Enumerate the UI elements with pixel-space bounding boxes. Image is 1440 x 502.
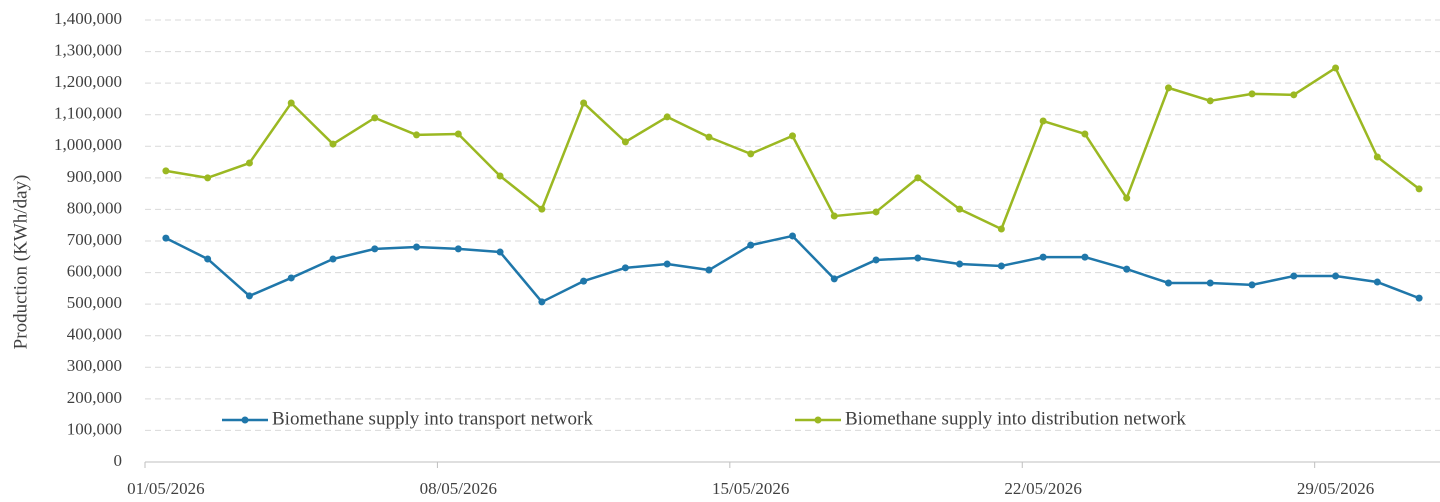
x-tick-label: 01/05/2026 [127,479,204,498]
point [287,99,295,107]
point [789,232,796,240]
y-tick-label: 1,300,000 [54,40,122,59]
point [1373,278,1381,286]
point [204,255,212,263]
y-tick-label: 400,000 [67,325,122,344]
point [872,256,880,264]
point [997,225,1005,233]
point [580,99,588,107]
point [371,245,379,253]
legend-marker [814,416,822,424]
point [1081,253,1089,261]
point [1206,279,1214,287]
x-tick-label: 15/05/2026 [712,479,789,498]
point [956,260,964,268]
series-line [165,66,1420,231]
point [1039,117,1047,125]
point [329,255,337,263]
point [747,150,755,158]
point [287,274,295,282]
point [496,172,504,180]
point [872,208,880,216]
y-tick-label: 300,000 [67,356,122,375]
point [1248,281,1256,289]
point [789,132,796,140]
point [1332,64,1340,72]
y-tick-label: 700,000 [67,230,122,249]
point [663,260,671,268]
y-tick-label: 1,200,000 [54,72,122,91]
point [1123,265,1131,273]
y-axis-label: Production (KWh/day) [10,175,31,350]
x-tick-label: 22/05/2026 [1004,479,1081,498]
x-tick-label: 08/05/2026 [420,479,497,498]
y-tick-label: 100,000 [67,419,122,438]
point [747,241,755,249]
y-tick-label: 1,100,000 [54,104,122,123]
point [621,138,629,146]
point [454,130,462,138]
point [1164,84,1172,92]
point [371,114,379,122]
x-tick-label: 29/05/2026 [1297,479,1374,498]
point [705,133,713,141]
point [956,205,964,213]
y-tick-label: 800,000 [67,198,122,217]
legend-label: Biomethane supply into distribution netw… [845,408,1186,429]
point [830,275,838,283]
point [914,174,922,182]
point [1332,272,1340,280]
point [245,292,253,300]
point [204,174,212,182]
point [1123,194,1131,202]
point [162,234,170,242]
point [1206,97,1214,105]
point [413,131,421,139]
point [1415,185,1423,193]
point [413,243,421,251]
point [997,262,1005,270]
point [830,212,838,220]
legend-marker [241,416,249,424]
y-tick-label: 0 [114,451,123,470]
y-tick-label: 600,000 [67,261,122,280]
point [1290,272,1298,280]
point [245,159,253,167]
y-tick-label: 500,000 [67,293,122,312]
y-tick-label: 900,000 [67,167,122,186]
legend-label: Biomethane supply into transport network [272,408,593,429]
point [1373,153,1381,161]
point [538,298,546,306]
point [1039,253,1047,261]
point [329,140,337,148]
point [1164,279,1172,287]
point [162,167,170,175]
point [621,264,629,272]
point [1081,130,1089,138]
y-tick-label: 200,000 [67,388,122,407]
point [580,277,588,285]
point [538,205,546,213]
point [663,113,671,121]
series-line [165,234,1420,304]
y-tick-label: 1,000,000 [54,135,122,154]
point [454,245,462,253]
point [705,266,713,274]
point [496,248,504,256]
point [1248,90,1256,98]
point [914,254,922,262]
y-tick-label: 1,400,000 [54,9,122,28]
point [1290,91,1298,99]
point [1415,294,1423,302]
